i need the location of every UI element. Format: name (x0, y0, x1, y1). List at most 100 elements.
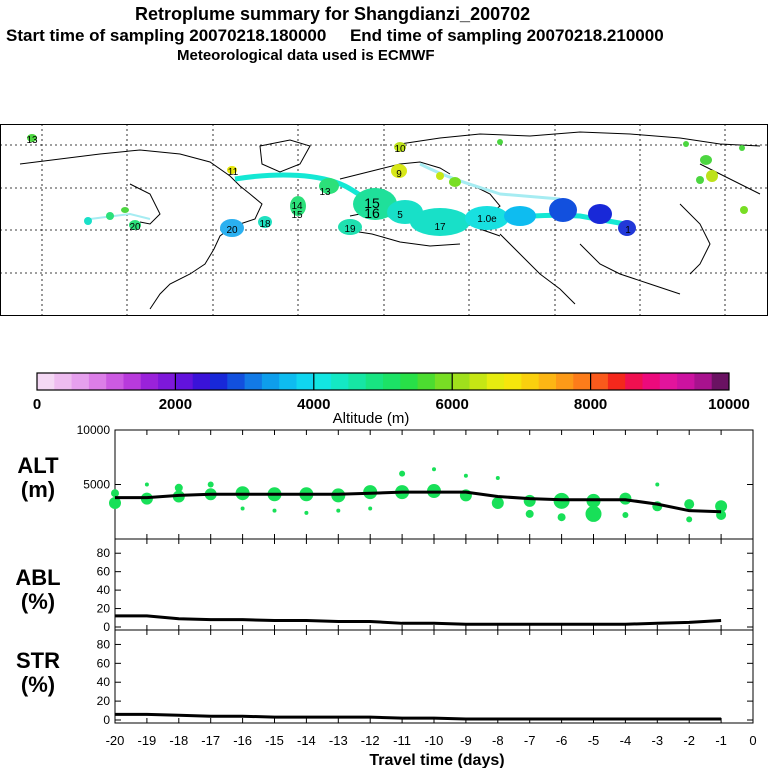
colorbar-cell (71, 373, 90, 390)
colorbar-tick-label: 4000 (297, 396, 330, 413)
colorbar-ticks: 0 2000 4000 6000 8000 10000 (33, 373, 750, 413)
altitude-point (684, 499, 695, 510)
x-tick-label: 0 (749, 733, 756, 748)
colorbar-cell (590, 373, 609, 390)
colorbar-cells (37, 373, 730, 390)
altitude-point (463, 473, 468, 478)
altitude-point (432, 467, 436, 472)
altitude-point (111, 489, 119, 498)
x-tick-label: -13 (329, 733, 348, 748)
panel-frames: 5000 10000 0 20 40 60 80 0 20 40 60 80 (77, 425, 754, 727)
colorbar-cell (538, 373, 557, 390)
abl-unit: (%) (21, 589, 55, 614)
colorbar-axis-label: Altitude (m) (333, 410, 410, 427)
altitude-point (715, 500, 728, 513)
x-tick-label: -5 (588, 733, 600, 748)
colorbar-tick-label: 0 (33, 396, 41, 413)
altitude-point (109, 497, 121, 510)
str-label: STR (16, 648, 60, 673)
colorbar-cell (677, 373, 695, 390)
colorbar-cell (573, 373, 591, 390)
map-day-label: 13 (26, 135, 38, 146)
altitude-mean-line (115, 490, 722, 514)
x-tick-label: -16 (233, 733, 252, 748)
colorbar-cell (452, 373, 470, 390)
colorbar-cell (192, 373, 211, 390)
colorbar-cell (313, 373, 332, 390)
altitude-point (686, 516, 693, 523)
alt-unit: (m) (21, 477, 55, 502)
map-day-label: 20 (129, 222, 141, 233)
map-day-label: 11 (228, 167, 239, 178)
y-tick-label: 60 (97, 565, 111, 579)
chart-title: Retroplume summary for Shangdianzi_20070… (135, 4, 531, 24)
x-tick-label: -4 (620, 733, 632, 748)
x-axis-title: Travel time (days) (369, 752, 504, 768)
colorbar-tick-label: 2000 (159, 396, 192, 413)
colorbar-cell (434, 373, 453, 390)
colorbar-cell (383, 373, 401, 390)
colorbar-cell (521, 373, 540, 390)
x-tick-label: -7 (524, 733, 536, 748)
map-day-label: 19 (344, 224, 356, 235)
str-unit: (%) (21, 672, 55, 697)
map-day-label: 16 (364, 205, 380, 221)
altitude-point (304, 510, 309, 515)
y-tick-label: 60 (97, 656, 111, 670)
colorbar-cell (123, 373, 142, 390)
panel-labels: ALT (m) ABL (%) STR (%) (15, 453, 60, 697)
y-tick-label: 80 (97, 546, 111, 560)
map-day-label: 9 (396, 169, 402, 180)
colorbar-cell (504, 373, 522, 390)
map-day-label: 17 (434, 222, 446, 233)
x-tick-label: -19 (138, 733, 157, 748)
plume-track-northern (419, 162, 561, 201)
panel-frame-str (114, 629, 754, 724)
map-day-label: 5 (397, 210, 403, 221)
colorbar-cell (140, 373, 159, 390)
y-tick-label: 10000 (77, 425, 111, 437)
x-tick-label: -9 (460, 733, 472, 748)
x-tick-label: -20 (106, 733, 125, 748)
colorbar-cell (556, 373, 574, 390)
altitude-point (557, 513, 566, 522)
colorbar-tick-label: 6000 (436, 396, 469, 413)
map-day-label: 15 (364, 195, 380, 211)
altitude-point (622, 512, 629, 519)
colorbar-cell (244, 373, 263, 390)
map-day-label: 13 (319, 187, 331, 198)
x-tick-label: -2 (683, 733, 695, 748)
colorbar-cell (54, 373, 72, 390)
colorbar-cell (348, 373, 367, 390)
altitude-colorbar: 0 2000 4000 6000 8000 10000 Altitude (m) (33, 372, 750, 427)
colorbar-cell (400, 373, 418, 390)
colorbar-cell (158, 373, 176, 390)
altitude-point (525, 509, 534, 518)
colorbar-cell (175, 373, 194, 390)
colorbar-cell (106, 373, 124, 390)
str-line (115, 712, 722, 721)
abl-label: ABL (15, 565, 60, 590)
map-day-label: 1 (625, 225, 631, 236)
colorbar-frame (36, 372, 730, 391)
colorbar-tick-label: 10000 (708, 396, 750, 413)
time-series-panels: ALT (m) ABL (%) STR (%) 5000 10000 0 20 40 60… (15, 425, 756, 768)
y-tick-label: 5000 (83, 478, 110, 492)
map-day-label: 10 (394, 144, 406, 155)
x-tick-label: -8 (492, 733, 504, 748)
sampling-times: Start time of sampling 20070218.180000 E… (6, 26, 664, 45)
plume-track-western (89, 212, 151, 220)
colorbar-tick-label: 8000 (574, 396, 607, 413)
colorbar-cell (607, 373, 626, 390)
plume-blobs (27, 134, 748, 237)
colorbar-cell (625, 373, 643, 390)
y-tick-label: 0 (103, 620, 110, 634)
panel-frame-abl (114, 538, 754, 631)
colorbar-cell (227, 373, 245, 390)
y-tick-label: 0 (103, 713, 110, 727)
x-tick-label: -17 (201, 733, 220, 748)
altitude-point (144, 482, 149, 487)
colorbar-cell (469, 373, 488, 390)
colorbar-cell (694, 373, 713, 390)
colorbar-cell (659, 373, 678, 390)
